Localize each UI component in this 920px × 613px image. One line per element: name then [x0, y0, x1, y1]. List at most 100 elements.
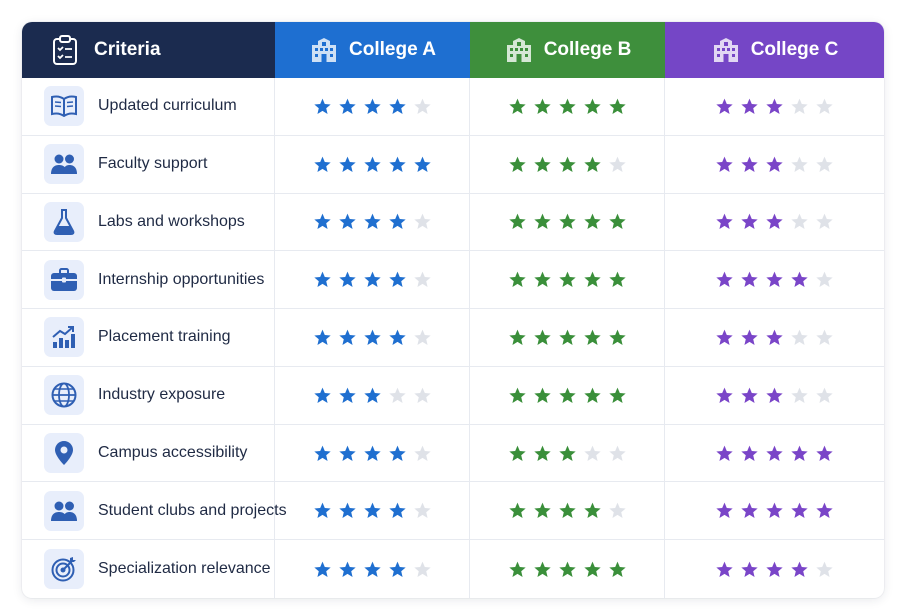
star-filled-icon	[766, 561, 783, 577]
globe-icon	[44, 375, 84, 416]
rating-cell	[470, 482, 665, 541]
star-filled-icon	[716, 561, 733, 577]
criteria-label: Industry exposure	[98, 386, 226, 404]
star-rating	[715, 155, 834, 174]
location-pin-icon	[44, 433, 84, 474]
star-filled-icon	[363, 271, 381, 288]
star-filled-icon	[558, 156, 576, 172]
criteria-label: Faculty support	[98, 155, 208, 173]
criteria-cell: Internship opportunities	[22, 251, 275, 310]
star-empty-icon	[608, 445, 626, 461]
star-filled-icon	[533, 214, 551, 230]
star-filled-icon	[338, 329, 356, 346]
star-filled-icon	[388, 214, 406, 230]
rating-cell	[275, 366, 470, 425]
star-filled-icon	[338, 502, 356, 519]
star-filled-icon	[766, 387, 783, 403]
star-filled-icon	[608, 98, 626, 114]
star-filled-icon	[413, 156, 431, 172]
criteria-cell: Campus accessibility	[22, 424, 275, 483]
star-rating	[715, 444, 834, 463]
star-filled-icon	[716, 502, 733, 519]
star-empty-icon	[413, 561, 431, 577]
star-rating	[313, 444, 432, 463]
star-filled-icon	[766, 214, 783, 230]
criteria-label: Placement training	[98, 328, 231, 346]
star-empty-icon	[816, 561, 833, 577]
star-filled-icon	[388, 561, 406, 577]
star-rating	[508, 155, 627, 174]
star-rating	[715, 212, 834, 231]
star-filled-icon	[388, 445, 406, 461]
star-rating	[313, 212, 432, 231]
star-filled-icon	[388, 156, 406, 172]
star-filled-icon	[388, 98, 406, 114]
star-rating	[313, 328, 432, 347]
star-filled-icon	[741, 445, 758, 461]
criteria-cell: Faculty support	[22, 135, 275, 194]
star-empty-icon	[816, 156, 833, 172]
star-filled-icon	[363, 387, 381, 403]
star-filled-icon	[508, 271, 526, 288]
rating-cell	[470, 251, 665, 310]
star-filled-icon	[533, 98, 551, 114]
rating-cell	[275, 78, 470, 136]
criteria-header-label: Criteria	[94, 39, 161, 60]
rating-cell	[275, 540, 470, 598]
star-rating	[313, 155, 432, 174]
star-filled-icon	[533, 271, 551, 288]
star-empty-icon	[413, 329, 431, 346]
college-name: College A	[349, 39, 436, 60]
star-filled-icon	[338, 156, 356, 172]
star-filled-icon	[363, 561, 381, 577]
star-filled-icon	[716, 214, 733, 230]
star-empty-icon	[816, 214, 833, 230]
rating-cell	[665, 309, 884, 367]
star-filled-icon	[583, 387, 601, 403]
star-filled-icon	[766, 271, 783, 288]
star-filled-icon	[363, 98, 381, 114]
briefcase-icon	[44, 259, 84, 300]
star-filled-icon	[508, 387, 526, 403]
star-filled-icon	[533, 561, 551, 577]
star-filled-icon	[608, 561, 626, 577]
rating-cell	[275, 193, 470, 252]
star-rating	[715, 386, 834, 405]
star-rating	[313, 386, 432, 405]
star-filled-icon	[388, 329, 406, 346]
star-filled-icon	[338, 98, 356, 114]
star-filled-icon	[533, 329, 551, 346]
star-filled-icon	[766, 156, 783, 172]
star-filled-icon	[766, 329, 783, 346]
rating-cell	[470, 309, 665, 367]
star-filled-icon	[338, 445, 356, 461]
star-empty-icon	[583, 445, 601, 461]
star-filled-icon	[533, 387, 551, 403]
rating-cell	[665, 540, 884, 598]
college-header-c: College C	[665, 22, 884, 78]
criteria-header: Criteria	[22, 22, 275, 78]
star-filled-icon	[741, 387, 758, 403]
criteria-label: Updated curriculum	[98, 97, 237, 115]
star-filled-icon	[558, 214, 576, 230]
star-filled-icon	[741, 329, 758, 346]
star-empty-icon	[608, 156, 626, 172]
star-filled-icon	[608, 329, 626, 346]
star-filled-icon	[313, 214, 331, 230]
people-icon	[44, 490, 84, 531]
rating-cell	[275, 424, 470, 483]
star-filled-icon	[338, 561, 356, 577]
college-header-a: College A	[275, 22, 470, 78]
star-filled-icon	[608, 271, 626, 288]
star-filled-icon	[508, 329, 526, 346]
star-empty-icon	[791, 214, 808, 230]
criteria-label: Student clubs and projects	[98, 501, 287, 519]
star-rating	[508, 270, 627, 289]
star-empty-icon	[388, 387, 406, 403]
star-filled-icon	[508, 156, 526, 172]
rating-cell	[665, 78, 884, 136]
rating-cell	[665, 425, 884, 483]
star-filled-icon	[558, 271, 576, 288]
star-filled-icon	[766, 502, 783, 519]
open-book-icon	[44, 86, 84, 127]
